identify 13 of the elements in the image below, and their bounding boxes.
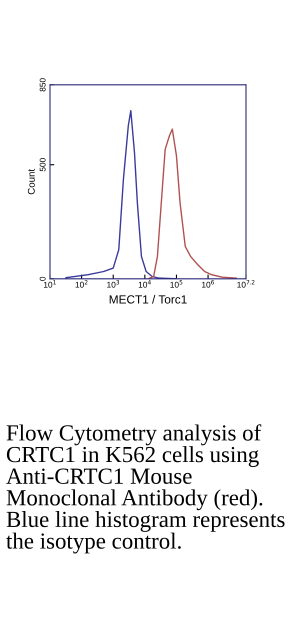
x-tick-label: 10$^{3}$ bbox=[107, 280, 120, 288]
y-tick-label: 0 bbox=[40, 276, 46, 281]
x-axis-title: MECT1 / Torc1 bbox=[110, 294, 187, 304]
x-tick-label: 10$^{5}$ bbox=[170, 280, 182, 288]
x-tick-label: 10$^{2}$ bbox=[76, 280, 88, 288]
x-tick-label: 10$^{4}$ bbox=[138, 280, 151, 288]
y-tick-label: 850 bbox=[40, 78, 46, 92]
x-tick-label: 10$^{1}$ bbox=[44, 280, 56, 288]
text: Flow Cytometry analysis of CRTC1 in K562 cells using Anti-CRTC1 Mouse Monoclonal Antibody (red). Blue line histogram represents the isotype control. bbox=[6, 424, 285, 554]
x-tick-label: 10$^{7.2}$ bbox=[237, 280, 254, 288]
y-tick-label: 500 bbox=[40, 158, 46, 172]
x-tick-label: 10$^{6}$ bbox=[202, 280, 214, 288]
y-axis-title: Count bbox=[28, 168, 35, 194]
